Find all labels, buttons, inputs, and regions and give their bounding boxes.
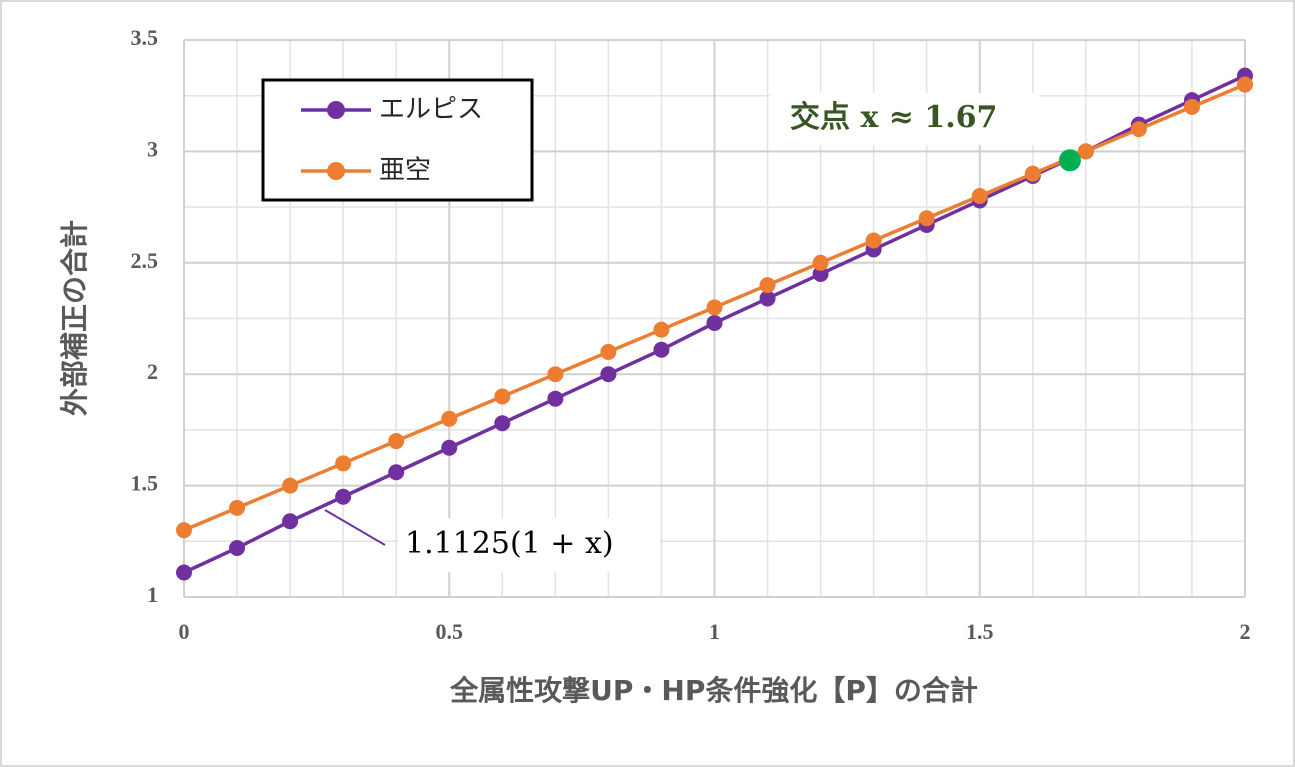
data-point — [441, 439, 458, 456]
data-point — [335, 488, 352, 505]
legend-label: 亜空 — [379, 156, 431, 186]
data-point — [1024, 165, 1041, 182]
data-point — [1237, 76, 1253, 93]
data-point — [759, 290, 776, 307]
data-point — [335, 455, 352, 472]
leader-line — [324, 509, 386, 546]
annotation: 1.1125(1 + x) — [405, 526, 614, 561]
y-tick-label: 3 — [147, 136, 158, 161]
legend-marker — [327, 162, 345, 180]
data-point — [282, 513, 299, 530]
annotation-box — [770, 93, 1040, 145]
x-tick-label: 1 — [709, 619, 720, 644]
data-point — [653, 341, 670, 358]
data-point — [494, 388, 511, 405]
data-point — [176, 522, 192, 539]
data-point — [918, 210, 935, 227]
x-tick-label: 1.5 — [966, 619, 994, 644]
legend-box — [261, 78, 534, 202]
legend-marker — [327, 101, 345, 119]
y-tick-label: 2 — [147, 359, 158, 384]
y-tick-label: 1.5 — [131, 471, 159, 496]
data-point — [388, 464, 405, 481]
data-point — [441, 410, 458, 427]
data-point — [494, 415, 511, 432]
y-tick-label: 3.5 — [131, 25, 159, 50]
x-axis-title: 全属性攻撃UP・HP条件強化【P】の合計 — [449, 674, 978, 707]
data-point — [706, 314, 723, 331]
data-point — [176, 564, 192, 581]
legend-label: エルピス — [379, 95, 483, 125]
annotation: 交点 x ≈ 1.67 — [790, 100, 997, 135]
x-tick-label: 0.5 — [436, 619, 464, 644]
annotation-box — [398, 518, 660, 572]
data-point — [388, 433, 405, 450]
data-point — [600, 366, 617, 383]
data-point — [812, 265, 829, 282]
data-point — [547, 390, 564, 407]
x-tick-label: 2 — [1240, 619, 1251, 644]
data-point — [1077, 143, 1094, 160]
data-point — [282, 477, 299, 494]
data-point — [229, 499, 246, 516]
x-tick-label: 0 — [179, 619, 190, 644]
data-point — [971, 187, 988, 204]
data-point — [547, 366, 564, 383]
y-tick-label: 2.5 — [131, 248, 159, 273]
data-point — [1183, 98, 1200, 115]
data-point — [812, 254, 829, 271]
data-point — [865, 232, 882, 249]
data-point — [706, 299, 723, 316]
intersection-point — [1058, 149, 1081, 172]
data-point — [1130, 121, 1147, 138]
data-point — [759, 277, 776, 294]
y-tick-label: 1 — [147, 582, 158, 607]
y-axis-title: 外部補正の合計 — [58, 220, 91, 416]
data-point — [600, 343, 617, 360]
data-point — [229, 539, 246, 556]
data-point — [653, 321, 670, 338]
